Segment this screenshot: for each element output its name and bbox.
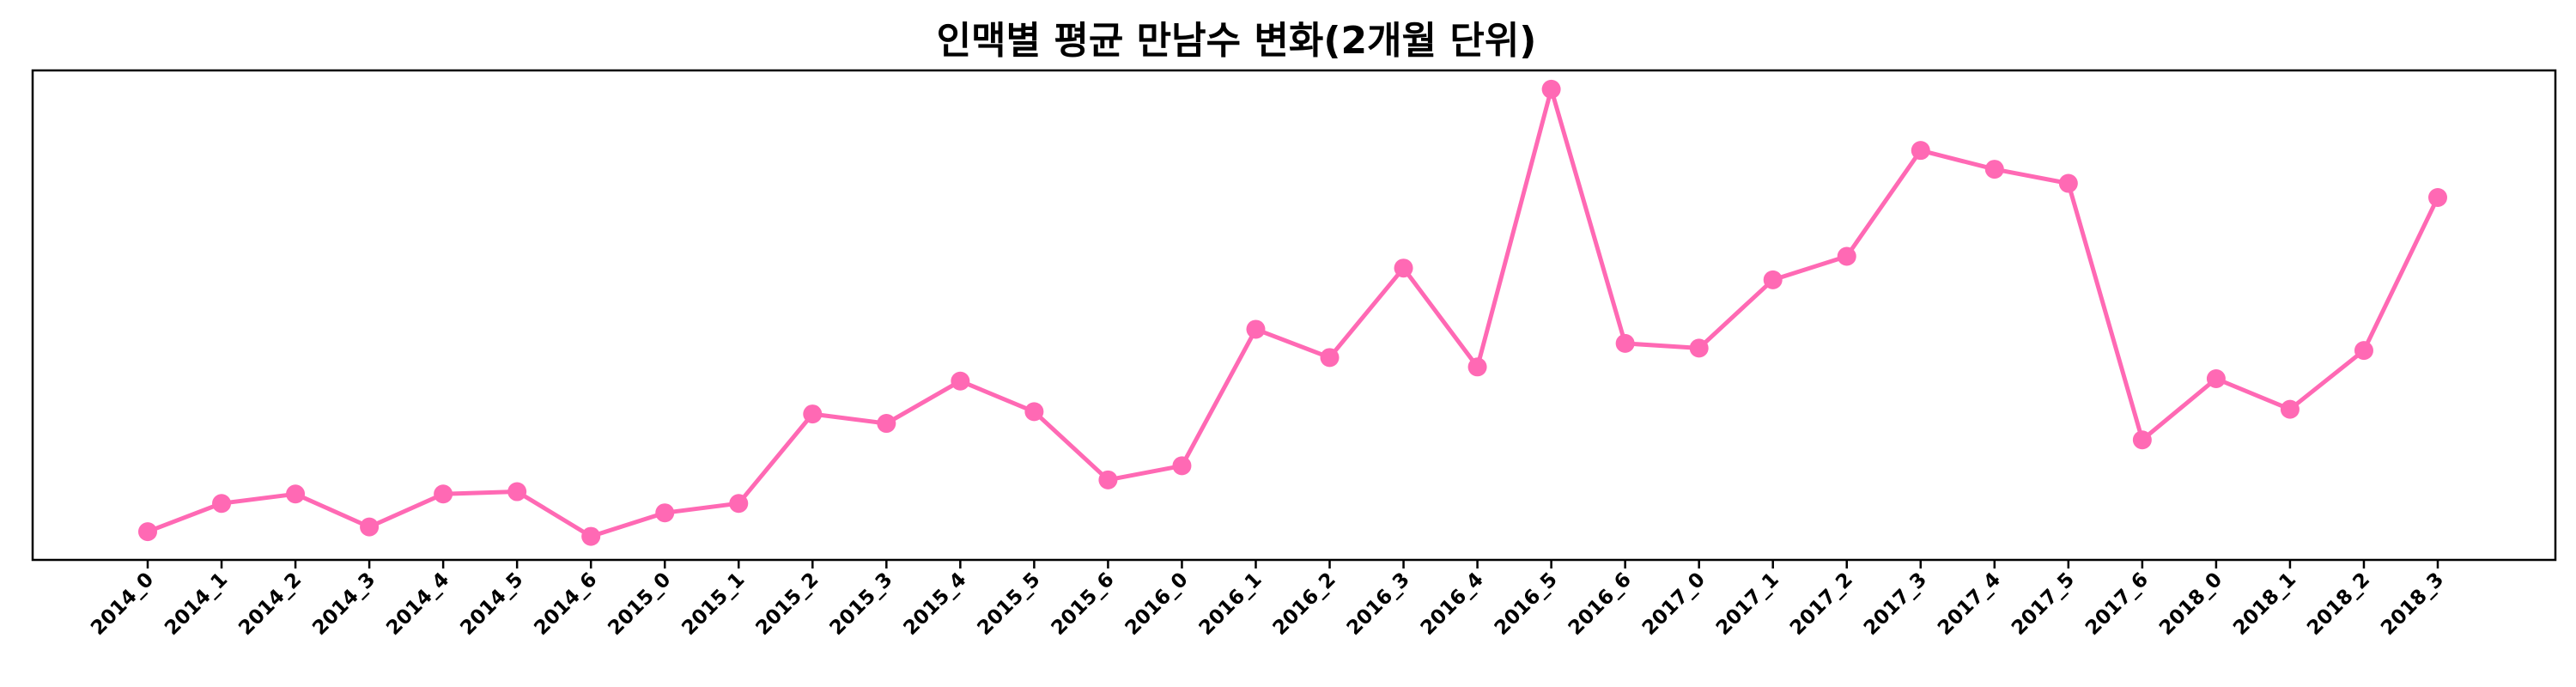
x-tick-label: 2014_5 xyxy=(456,568,527,640)
x-tick-label: 2017_1 xyxy=(1712,568,1783,640)
data-point xyxy=(1689,338,1709,358)
x-tick-label: 2014_2 xyxy=(234,568,306,640)
data-point xyxy=(581,526,601,546)
x-tick-label: 2014_0 xyxy=(87,568,158,640)
x-tick-label: 2018_1 xyxy=(2229,568,2300,640)
x-tick-label: 2014_6 xyxy=(530,568,601,640)
data-point xyxy=(1984,160,2004,179)
x-tick-label: 2014_4 xyxy=(382,568,453,640)
data-point xyxy=(2280,399,2300,419)
data-point xyxy=(803,404,823,424)
x-tick-label: 2018_0 xyxy=(2155,568,2227,640)
data-point xyxy=(655,503,675,523)
x-tick-label: 2014_3 xyxy=(308,568,380,640)
data-point xyxy=(212,494,232,514)
data-point xyxy=(360,517,380,537)
x-tick-label: 2017_3 xyxy=(1860,568,1931,640)
data-point xyxy=(507,482,527,502)
data-point xyxy=(1763,270,1783,289)
data-point xyxy=(1098,470,1118,489)
data-point xyxy=(2132,430,2152,450)
data-point xyxy=(877,414,896,434)
x-tick-label: 2018_2 xyxy=(2303,568,2374,640)
x-tick-label: 2016_3 xyxy=(1343,568,1414,640)
x-tick-label: 2017_4 xyxy=(1934,568,2005,640)
x-tick-label: 2016_4 xyxy=(1417,568,1488,640)
x-tick-label: 2018_3 xyxy=(2377,568,2448,640)
x-tick-label: 2015_2 xyxy=(751,568,823,640)
data-point xyxy=(1541,79,1561,99)
data-point xyxy=(2428,187,2447,207)
x-tick-label: 2017_6 xyxy=(2081,568,2153,640)
data-point xyxy=(1467,357,1487,377)
data-point xyxy=(2058,173,2078,193)
x-tick-label: 2015_3 xyxy=(825,568,896,640)
data-point xyxy=(1246,319,1266,339)
data-point xyxy=(1394,258,1413,278)
plot-area xyxy=(31,69,2557,562)
x-tick-label: 2015_5 xyxy=(974,568,1045,640)
series-line xyxy=(147,87,2440,539)
data-point xyxy=(1911,141,1930,161)
x-tick-label: 2015_4 xyxy=(899,568,970,640)
x-tick-label: 2017_5 xyxy=(2008,568,2079,640)
data-point xyxy=(951,371,970,391)
data-point xyxy=(2354,341,2373,361)
data-point xyxy=(1172,456,1192,476)
x-tick-label: 2016_2 xyxy=(1269,568,1340,640)
x-tick-label: 2015_1 xyxy=(677,568,749,640)
x-tick-label: 2016_1 xyxy=(1195,568,1267,640)
x-tick-label: 2014_1 xyxy=(161,568,232,640)
x-tick-label: 2016_5 xyxy=(1491,568,1562,640)
x-tick-label: 2017_2 xyxy=(1786,568,1857,640)
data-point xyxy=(434,484,453,504)
data-point xyxy=(138,522,157,542)
x-tick-label: 2015_0 xyxy=(604,568,675,640)
x-tick-label: 2017_0 xyxy=(1638,568,1710,640)
data-point xyxy=(1615,333,1635,353)
chart-title: 인맥별 평균 만남수 변화(2개월 단위) xyxy=(937,19,1537,63)
x-tick-label: 2016_6 xyxy=(1564,568,1636,640)
data-point xyxy=(729,494,749,514)
data-point xyxy=(2206,368,2226,388)
data-points xyxy=(138,79,2447,546)
data-point xyxy=(1837,246,1856,266)
data-point xyxy=(1024,402,1044,422)
x-tick-label: 2016_0 xyxy=(1121,568,1193,640)
x-axis: 2014_0 2014_1 2014_2 2014_3 2014_4 2014_5 2014… xyxy=(87,560,2448,640)
data-point xyxy=(1320,348,1340,368)
x-tick-label: 2015_6 xyxy=(1048,568,1119,640)
data-point xyxy=(286,484,306,504)
